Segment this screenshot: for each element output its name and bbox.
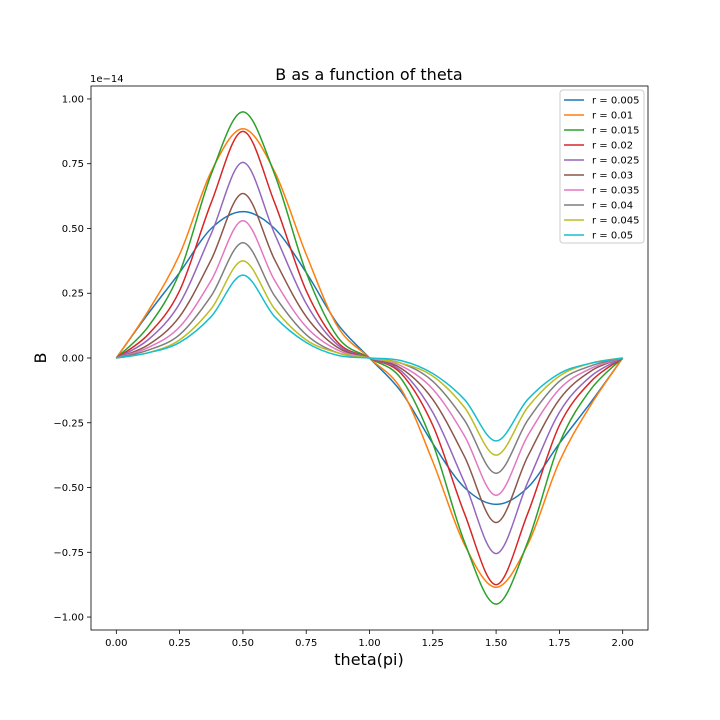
y-axis-ticks: −1.00 −0.75 −0.50 −0.25 0.00 0.25 0.50 0.75 1.00 <box>53 94 91 624</box>
y-axis-label: B <box>31 353 50 364</box>
x-tick-label: 1.00 <box>358 638 380 649</box>
x-tick-label: 0.25 <box>168 638 190 649</box>
x-axis-ticks: 0.00 0.25 0.50 0.75 1.00 1.25 1.50 1.75 2.00 <box>105 630 634 649</box>
y-tick-label: −1.00 <box>53 613 84 624</box>
x-tick-label: 0.00 <box>105 638 127 649</box>
legend: r = 0.005 r = 0.01 r = 0.015 r = 0.02 r = 0.… <box>559 89 645 244</box>
legend-label-5: r = 0.025 <box>592 156 639 167</box>
legend-label-8: r = 0.04 <box>592 201 633 212</box>
y-tick-label: 1.00 <box>62 94 84 105</box>
x-tick-label: 1.50 <box>485 638 507 649</box>
y-offset-text: 1e−14 <box>90 74 124 85</box>
legend-label-7: r = 0.035 <box>592 186 639 197</box>
legend-label-6: r = 0.03 <box>592 171 633 182</box>
y-tick-label: −0.75 <box>53 548 84 559</box>
legend-label-2: r = 0.01 <box>592 111 633 122</box>
y-tick-label: 0.75 <box>62 159 84 170</box>
legend-label-1: r = 0.005 <box>592 96 639 107</box>
x-tick-label: 0.50 <box>232 638 254 649</box>
series-lines <box>115 111 624 605</box>
chart-title: B as a function of theta <box>275 65 462 84</box>
legend-entries: r = 0.005 r = 0.01 r = 0.015 r = 0.02 r = 0.… <box>564 96 639 242</box>
legend-label-4: r = 0.02 <box>592 141 633 152</box>
series-line-10 <box>116 274 623 442</box>
y-tick-label: −0.25 <box>53 418 84 429</box>
x-tick-label: 1.75 <box>548 638 570 649</box>
x-tick-label: 0.75 <box>295 638 317 649</box>
y-tick-label: −0.50 <box>53 483 84 494</box>
legend-label-10: r = 0.05 <box>592 231 633 242</box>
x-tick-label: 2.00 <box>612 638 634 649</box>
plot-area <box>90 85 649 631</box>
legend-label-3: r = 0.015 <box>592 126 639 137</box>
y-tick-label: 0.50 <box>62 224 84 235</box>
y-tick-label: 0.00 <box>62 354 84 365</box>
legend-label-9: r = 0.045 <box>592 216 639 227</box>
x-tick-label: 1.25 <box>422 638 444 649</box>
y-tick-label: 0.25 <box>62 289 84 300</box>
x-axis-label: theta(pi) <box>334 650 403 669</box>
